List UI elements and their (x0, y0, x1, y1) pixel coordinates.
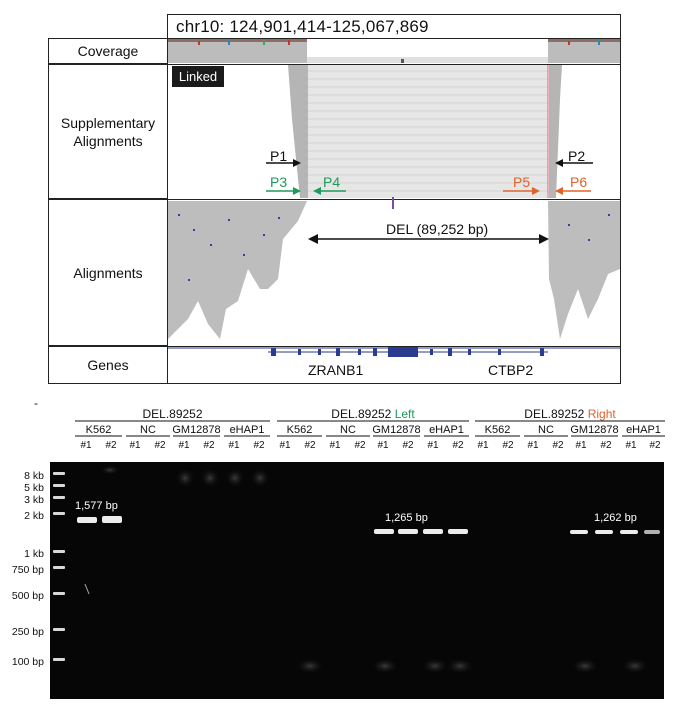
supplementary-track-label: Supplementary Alignments (48, 64, 167, 199)
well-label: #1 (279, 440, 291, 451)
well-label: #1 (477, 440, 489, 451)
alignments-track (168, 201, 620, 339)
well-label: #1 (527, 440, 539, 451)
ladder-label: 250 bp (11, 626, 44, 638)
locus-label: chr10: 124,901,414-125,067,869 (176, 17, 429, 36)
well-label: #1 (80, 440, 92, 451)
coverage-track-label: Coverage (48, 38, 167, 64)
well-label: #2 (502, 440, 514, 451)
linked-badge: Linked (172, 66, 224, 87)
ladder-label: 2 kb (24, 510, 44, 522)
primer-p5: P5 (513, 174, 531, 190)
lane-label: eHAP1 (429, 424, 464, 436)
group-suffix-left: Left (394, 407, 415, 421)
lane-label: K562 (85, 424, 112, 436)
ladder-label: 500 bp (11, 590, 44, 602)
ladder-label: 3 kb (24, 494, 44, 506)
well-label: #2 (203, 440, 215, 451)
well-label: #2 (452, 440, 464, 451)
band-size-label: 1,262 bp (594, 512, 637, 524)
lane-label: K562 (286, 424, 313, 436)
gel-group-title-2: DEL.89252 Left (331, 407, 415, 421)
well-label: #1 (625, 440, 637, 451)
well-label: #2 (600, 440, 612, 451)
well-label: #2 (649, 440, 661, 451)
track-separator (168, 64, 620, 65)
lane-label: GM12878 (372, 424, 421, 436)
primer-p6: P6 (570, 174, 588, 190)
well-label: #2 (253, 440, 265, 451)
well-label: #1 (129, 440, 141, 451)
supplementary-track (288, 65, 562, 209)
alignments-track-label: Alignments (48, 199, 167, 346)
primer-p4: P4 (323, 174, 341, 190)
lane-label: GM12878 (570, 424, 619, 436)
ladder-label: 750 bp (11, 564, 44, 576)
well-label: #2 (354, 440, 366, 451)
ladder-label: 5 kb (24, 482, 44, 494)
lane-label: eHAP1 (626, 424, 661, 436)
band-size-label: 1,265 bp (385, 512, 428, 524)
well-label: #1 (178, 440, 190, 451)
well-label: #1 (329, 440, 341, 451)
coverage-track (168, 39, 620, 63)
track-separator (168, 346, 620, 347)
well-label: #1 (575, 440, 587, 451)
igv-tracks (168, 39, 620, 357)
well-label: #2 (552, 440, 564, 451)
gel-bands (53, 465, 660, 674)
gel-group-title-1: DEL.89252 (142, 407, 203, 421)
group-suffix-right: Right (587, 407, 616, 421)
track-separator (168, 38, 620, 39)
ladder-label: 1 kb (24, 548, 44, 560)
primer-p2: P2 (568, 148, 586, 164)
band-size-label: 1,577 bp (75, 500, 118, 512)
primer-arrows (266, 159, 593, 195)
deletion-label: DEL (89,252 bp) (383, 221, 492, 237)
igv-frame (167, 14, 621, 384)
well-label: #1 (427, 440, 439, 451)
well-label: #1 (228, 440, 240, 451)
well-label: #2 (105, 440, 117, 451)
gene-zranb1: ZRANB1 (308, 362, 364, 378)
lane-label: eHAP1 (229, 424, 265, 436)
well-label: #2 (154, 440, 166, 451)
ladder-label: 100 bp (11, 656, 44, 668)
gel-group-title-3: DEL.89252 Right (524, 407, 616, 421)
well-label: #1 (377, 440, 389, 451)
well-label: #2 (402, 440, 414, 451)
well-label: #2 (304, 440, 316, 451)
genes-track-label: Genes (48, 346, 167, 384)
lane-label: NC (538, 424, 554, 436)
gene-track (168, 347, 620, 357)
primer-p3: P3 (270, 174, 288, 190)
ladder-label: 8 kb (24, 470, 44, 482)
primer-p1: P1 (270, 148, 288, 164)
lane-label: GM12878 (172, 424, 221, 436)
lane-label: NC (140, 424, 156, 436)
deletion-arrow (308, 234, 549, 244)
lane-label: K562 (484, 424, 511, 436)
gene-ctbp2: CTBP2 (488, 362, 534, 378)
panel-dash: - (34, 396, 38, 410)
gel-image (50, 462, 664, 699)
lane-label: NC (340, 424, 356, 436)
